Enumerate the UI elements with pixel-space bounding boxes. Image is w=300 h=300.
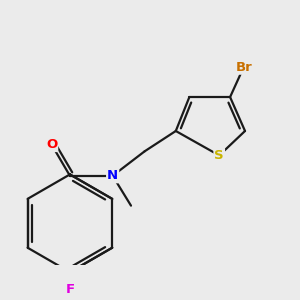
Text: S: S — [214, 149, 224, 162]
Text: O: O — [46, 138, 57, 151]
Text: Br: Br — [235, 61, 252, 74]
Text: F: F — [65, 283, 74, 296]
Text: N: N — [107, 169, 118, 182]
